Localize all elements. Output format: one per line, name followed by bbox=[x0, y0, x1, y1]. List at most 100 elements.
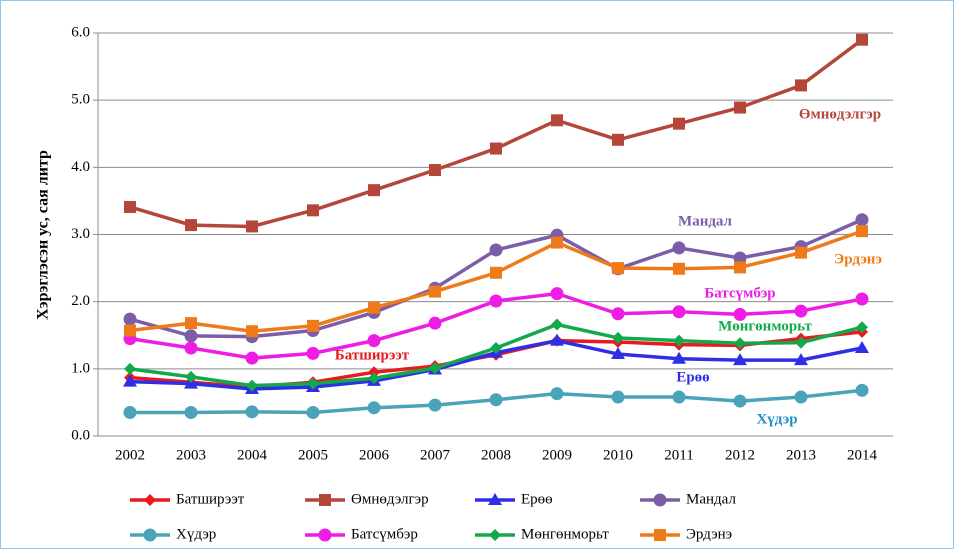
annotation: Өмнөдэлгэр bbox=[799, 106, 881, 122]
x-tick-label: 2012 bbox=[725, 447, 755, 463]
data-point bbox=[246, 379, 258, 392]
data-point bbox=[733, 394, 747, 408]
y-tick-label: 6.0 bbox=[71, 24, 90, 40]
data-point bbox=[855, 213, 869, 227]
data-point bbox=[550, 287, 564, 301]
data-point bbox=[855, 341, 869, 354]
data-point bbox=[123, 374, 137, 387]
legend-label: Эрдэнэ bbox=[686, 526, 732, 542]
data-point bbox=[550, 333, 564, 346]
legend-marker bbox=[489, 529, 501, 541]
data-point bbox=[795, 79, 807, 92]
data-point bbox=[673, 334, 685, 347]
data-point bbox=[794, 304, 808, 318]
x-tick-label: 2008 bbox=[481, 447, 511, 463]
data-point bbox=[733, 307, 747, 321]
data-point bbox=[184, 329, 198, 343]
x-tick-label: 2010 bbox=[603, 447, 633, 463]
data-point bbox=[489, 393, 503, 407]
legend-label: Өмнөдэлгэр bbox=[351, 491, 429, 507]
data-point bbox=[185, 370, 197, 383]
data-point bbox=[307, 377, 319, 390]
data-point bbox=[489, 243, 503, 257]
data-point bbox=[612, 133, 624, 146]
x-tick-label: 2011 bbox=[664, 447, 693, 463]
y-tick-label: 3.0 bbox=[71, 226, 90, 242]
data-point bbox=[368, 372, 380, 385]
data-point bbox=[612, 331, 624, 344]
data-point bbox=[794, 390, 808, 404]
data-point bbox=[428, 316, 442, 330]
x-tick-label: 2014 bbox=[847, 447, 878, 463]
data-point bbox=[672, 390, 686, 404]
legend-marker bbox=[318, 528, 332, 542]
x-tick-label: 2005 bbox=[298, 447, 328, 463]
data-point bbox=[551, 318, 563, 331]
data-point bbox=[550, 387, 564, 401]
data-point bbox=[368, 301, 380, 314]
data-point bbox=[367, 334, 381, 348]
legend-marker bbox=[143, 528, 157, 542]
data-point bbox=[612, 262, 624, 275]
data-point bbox=[734, 101, 746, 114]
x-tick-label: 2013 bbox=[786, 447, 816, 463]
data-point bbox=[672, 351, 686, 364]
data-point bbox=[611, 390, 625, 404]
data-point bbox=[123, 312, 137, 326]
data-point bbox=[672, 305, 686, 319]
legend-label: Мөнгөнморьт bbox=[521, 526, 609, 542]
annotation: Эрдэнэ bbox=[834, 251, 882, 267]
legend-marker bbox=[654, 529, 666, 541]
data-point bbox=[795, 246, 807, 259]
x-tick-label: 2003 bbox=[176, 447, 206, 463]
legend-label: Хүдэр bbox=[176, 526, 216, 542]
y-tick-label: 4.0 bbox=[71, 159, 90, 175]
legend-label: Батсүмбэр bbox=[351, 526, 418, 542]
annotation: Батширээт bbox=[335, 347, 410, 363]
data-point bbox=[856, 225, 868, 238]
data-point bbox=[611, 307, 625, 321]
data-point bbox=[490, 266, 502, 279]
data-point bbox=[672, 241, 686, 255]
data-point bbox=[368, 184, 380, 197]
data-point bbox=[734, 337, 746, 350]
data-point bbox=[611, 347, 625, 360]
legend-label: Мандал bbox=[686, 491, 736, 507]
x-tick-label: 2007 bbox=[420, 447, 451, 463]
data-point bbox=[733, 251, 747, 265]
data-point bbox=[306, 346, 320, 360]
data-point bbox=[490, 342, 502, 355]
annotation: Батсүмбэр bbox=[704, 285, 775, 301]
data-point bbox=[856, 33, 868, 46]
x-tick-label: 2009 bbox=[542, 447, 572, 463]
y-tick-label: 5.0 bbox=[71, 92, 90, 108]
data-point bbox=[307, 204, 319, 217]
data-point bbox=[184, 341, 198, 355]
data-point bbox=[855, 383, 869, 397]
data-point bbox=[245, 405, 259, 419]
data-point bbox=[733, 353, 747, 366]
annotation: Хүдэр bbox=[756, 411, 797, 427]
data-point bbox=[856, 321, 868, 334]
data-point bbox=[490, 142, 502, 155]
data-point bbox=[185, 219, 197, 232]
y-axis-label: Хэрэглэсэн ус, сая литр bbox=[35, 150, 52, 320]
data-point bbox=[794, 353, 808, 366]
annotation: Мандал bbox=[678, 213, 733, 229]
x-tick-label: 2006 bbox=[359, 447, 390, 463]
annotation: Мөнгөнморьт bbox=[718, 318, 812, 334]
data-point bbox=[367, 401, 381, 415]
y-tick-label: 2.0 bbox=[71, 293, 90, 309]
legend-label: Батширээт bbox=[176, 491, 245, 507]
legend-marker bbox=[653, 493, 667, 507]
data-point bbox=[368, 366, 380, 379]
x-tick-label: 2004 bbox=[237, 447, 268, 463]
data-point bbox=[245, 351, 259, 365]
data-point bbox=[673, 117, 685, 130]
data-point bbox=[124, 200, 136, 213]
data-point bbox=[246, 325, 258, 338]
data-point bbox=[429, 164, 441, 177]
data-point bbox=[489, 294, 503, 308]
data-point bbox=[551, 236, 563, 249]
legend-marker bbox=[488, 493, 502, 505]
